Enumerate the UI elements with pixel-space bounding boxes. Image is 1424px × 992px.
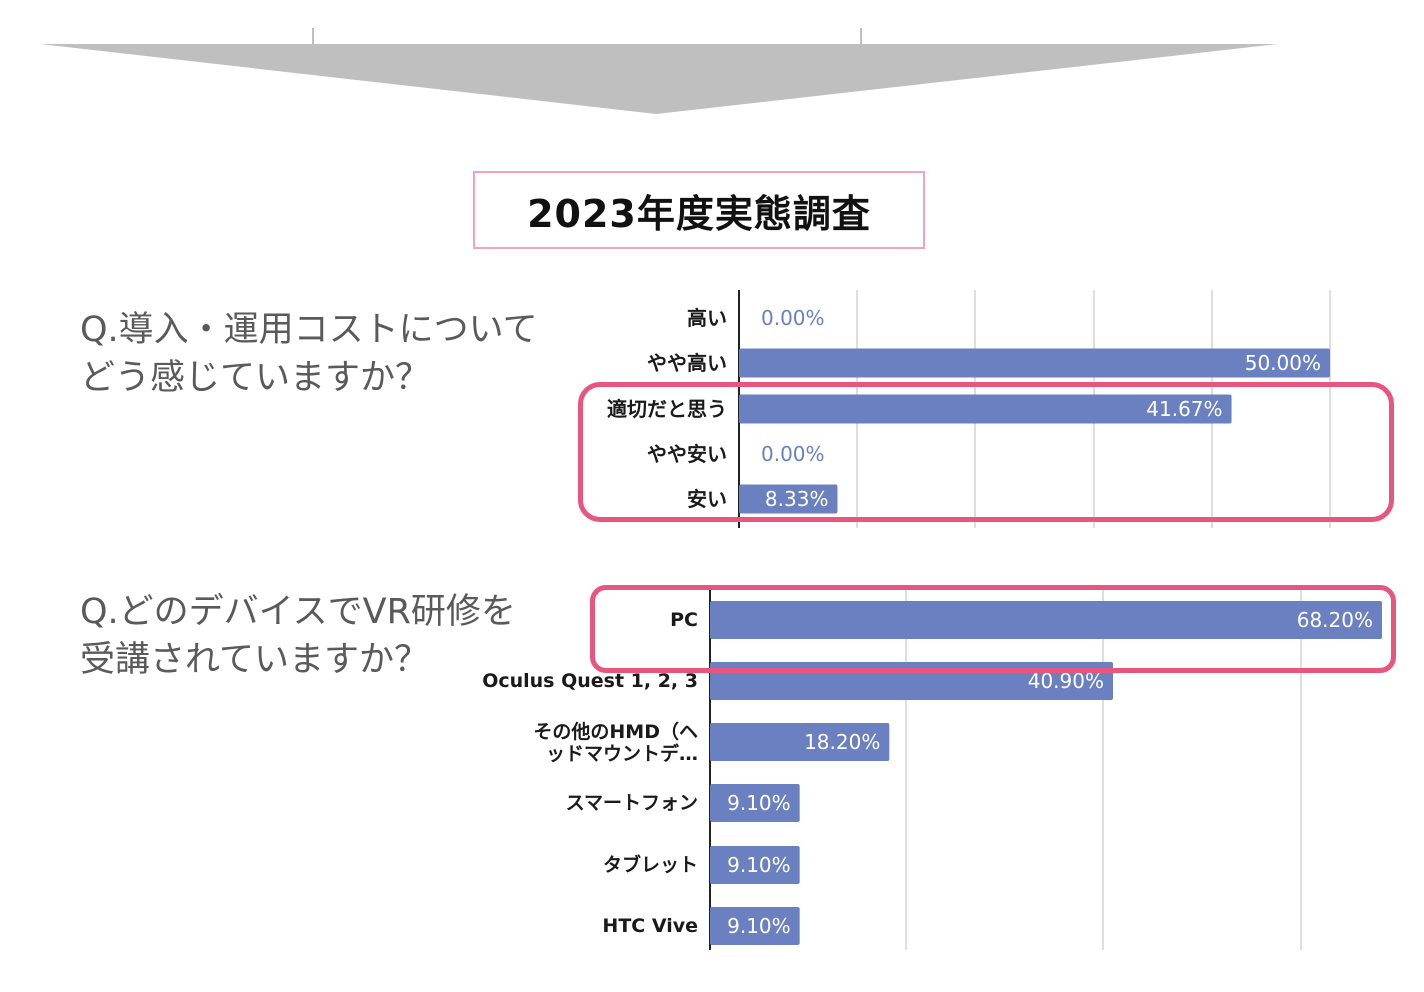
- value-label: 9.10%: [727, 791, 791, 815]
- value-label: 40.90%: [1028, 669, 1104, 693]
- category-label: PC: [670, 609, 698, 631]
- question-device: Q.どのデバイスでVR研修を 受講されていますか？: [80, 592, 516, 680]
- down-arrow-graphic: [40, 28, 1278, 114]
- category-label: やや安い: [647, 442, 727, 466]
- bar: [710, 907, 800, 945]
- category-label: HTC Vive: [602, 915, 698, 937]
- category-label: やや高い: [647, 351, 727, 375]
- category-label: その他のHMD（ヘッドマウントデ…: [533, 720, 698, 765]
- value-label: 41.67%: [1146, 397, 1222, 421]
- bar: [710, 601, 1382, 639]
- value-label: 8.33%: [765, 487, 829, 511]
- category-label: 安い: [687, 487, 727, 511]
- category-label: タブレット: [603, 853, 698, 876]
- bar: [739, 394, 1232, 424]
- bar: [739, 484, 838, 514]
- highlight-box-device: [590, 585, 1396, 673]
- value-label: 68.20%: [1297, 608, 1373, 632]
- page-title: 2023年度実態調査: [473, 171, 925, 249]
- highlight-box-cost: [578, 382, 1394, 522]
- value-label: 0.00%: [761, 442, 825, 466]
- bar: [710, 846, 800, 884]
- question-cost: Q.導入・運用コストについて どう感じていますか？: [80, 310, 538, 398]
- value-label: 9.10%: [727, 853, 791, 877]
- category-label: スマートフォン: [566, 792, 698, 814]
- value-label: 50.00%: [1245, 351, 1321, 375]
- bar: [739, 348, 1330, 378]
- category-label: 適切だと思う: [607, 397, 727, 421]
- value-label: 0.00%: [761, 306, 825, 330]
- bar: [710, 784, 800, 822]
- arrow-shape: [40, 44, 1278, 114]
- bar: [710, 723, 890, 761]
- category-label: 高い: [687, 306, 727, 330]
- value-label: 18.20%: [804, 730, 880, 754]
- category-label: Oculus Quest 1, 2, 3: [482, 670, 698, 692]
- value-label: 9.10%: [727, 914, 791, 938]
